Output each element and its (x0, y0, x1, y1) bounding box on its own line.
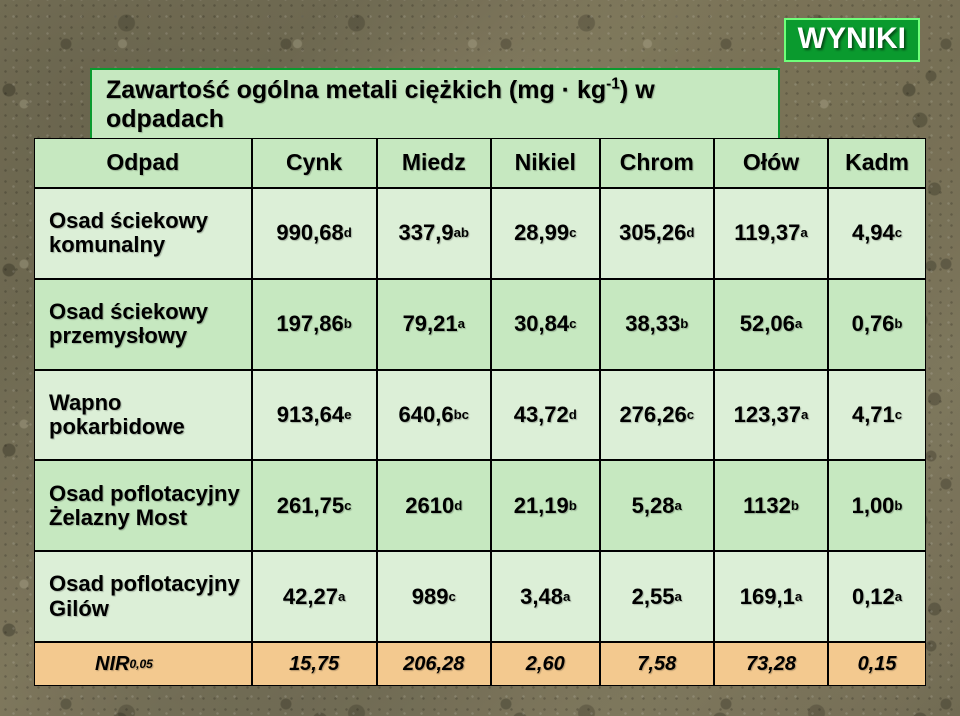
nir-cell: 206,28 (377, 642, 491, 686)
table-cell: 989c (377, 551, 491, 642)
nir-cell: 2,60 (491, 642, 600, 686)
table-row-label: Osad poflotacyjny Żelazny Most (34, 460, 252, 551)
table-cell: 38,33b (600, 279, 714, 370)
table-cell: 2610d (377, 460, 491, 551)
table-cell: 21,19b (491, 460, 600, 551)
table-cell: 0,12a (828, 551, 926, 642)
slide-title: Zawartość ogólna metali ciężkich (mg · k… (90, 68, 780, 144)
nir-cell: 0,15 (828, 642, 926, 686)
table-cell: 5,28a (600, 460, 714, 551)
table-cell: 197,86b (252, 279, 377, 370)
table-cell: 276,26c (600, 370, 714, 461)
table-cell: 79,21a (377, 279, 491, 370)
table-header: Cynk (252, 138, 377, 188)
nir-cell: 73,28 (714, 642, 828, 686)
table-cell: 4,71c (828, 370, 926, 461)
table-header: Ołów (714, 138, 828, 188)
table-cell: 2,55a (600, 551, 714, 642)
table-cell: 30,84c (491, 279, 600, 370)
table-header: Chrom (600, 138, 714, 188)
table-row-label: Osad poflotacyjny Gilów (34, 551, 252, 642)
table-cell: 640,6bc (377, 370, 491, 461)
nir-cell: 7,58 (600, 642, 714, 686)
results-badge: WYNIKI (784, 18, 920, 62)
table-cell: 1,00b (828, 460, 926, 551)
table-cell: 4,94c (828, 188, 926, 279)
table-cell: 261,75c (252, 460, 377, 551)
table-header: Kadm (828, 138, 926, 188)
data-table: OdpadCynkMiedzNikielChromOłówKadm Osad śc… (34, 138, 926, 686)
table-row-label: Wapno pokarbidowe (34, 370, 252, 461)
slide-title-text: Zawartość ogólna metali ciężkich (mg · k… (106, 76, 655, 133)
nir-cell: 15,75 (252, 642, 377, 686)
table-header: Nikiel (491, 138, 600, 188)
table-cell: 990,68d (252, 188, 377, 279)
table-cell: 3,48a (491, 551, 600, 642)
table-cell: 43,72d (491, 370, 600, 461)
table-cell: 52,06a (714, 279, 828, 370)
table-cell: 913,64e (252, 370, 377, 461)
table-row-label: Osad ściekowy komunalny (34, 188, 252, 279)
table-header-rowlabel: Odpad (34, 138, 252, 188)
table-cell: 119,37a (714, 188, 828, 279)
table-cell: 305,26d (600, 188, 714, 279)
nir-row-label: NIR0,05 (34, 642, 252, 686)
table-cell: 337,9ab (377, 188, 491, 279)
table-cell: 42,27a (252, 551, 377, 642)
table-cell: 123,37a (714, 370, 828, 461)
results-badge-text: WYNIKI (798, 22, 906, 55)
table-row-label: Osad ściekowy przemysłowy (34, 279, 252, 370)
table-header: Miedz (377, 138, 491, 188)
table-cell: 1132b (714, 460, 828, 551)
table-cell: 28,99c (491, 188, 600, 279)
table-cell: 0,76b (828, 279, 926, 370)
table-cell: 169,1a (714, 551, 828, 642)
